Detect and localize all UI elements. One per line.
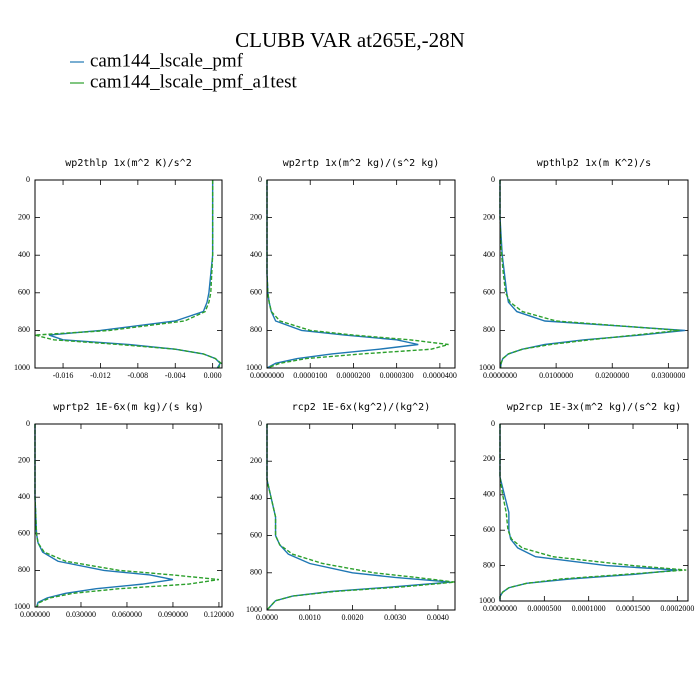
y-tick-label: 600	[18, 529, 30, 538]
x-tick-label: 0.0001500	[616, 604, 650, 613]
panel-title: rcp2 1E-6x(kg^2)/(kg^2)	[292, 402, 430, 413]
plot-frame	[266, 179, 456, 369]
x-tick-label: 0.0200000	[595, 371, 629, 380]
figure-title: CLUBB VAR at265E,-28N	[235, 28, 465, 52]
x-tick-label: 0.0000500	[527, 604, 561, 613]
y-tick-label: 600	[250, 288, 262, 297]
y-tick-label: 1000	[479, 363, 495, 372]
y-tick-label: 400	[483, 490, 495, 499]
x-tick-label: 0.0040	[427, 613, 449, 622]
x-tick-label: 0.0002000	[660, 604, 694, 613]
y-tick-label: 800	[18, 565, 30, 574]
x-tick-label: 0.0000000	[483, 604, 517, 613]
y-tick-label: 400	[483, 250, 495, 259]
y-tick-label: 800	[18, 325, 30, 334]
plot-frame	[34, 423, 223, 608]
y-tick-label: 800	[250, 568, 262, 577]
x-tick-label: 0.000000	[20, 610, 50, 619]
x-tick-label: -0.012	[90, 371, 111, 380]
x-tick-label: 0.0000400	[423, 371, 457, 380]
series-line	[499, 424, 687, 601]
y-tick-label: 200	[18, 212, 30, 221]
panel-title: wprtp2 1E-6x(m kg)/(s kg)	[53, 402, 204, 413]
x-tick-label: 0.030000	[66, 610, 96, 619]
x-tick-label: 0.0010	[299, 613, 321, 622]
y-tick-label: 0	[26, 175, 30, 184]
x-tick-label: 0.0100000	[539, 371, 573, 380]
x-tick-label: 0.0020	[341, 613, 363, 622]
panel-title: wp2rtp 1x(m^2 kg)/(s^2 kg)	[283, 158, 440, 169]
x-tick-label: 0.0000300	[380, 371, 414, 380]
y-tick-label: 600	[250, 530, 262, 539]
y-tick-label: 600	[483, 288, 495, 297]
x-tick-label: -0.008	[128, 371, 149, 380]
y-tick-label: 400	[250, 493, 262, 502]
y-tick-label: 200	[250, 456, 262, 465]
panel-title: wp2rcp 1E-3x(m^2 kg)/(s^2 kg)	[507, 402, 682, 413]
y-tick-label: 800	[483, 325, 495, 334]
y-tick-label: 0	[491, 419, 495, 428]
y-tick-label: 200	[483, 212, 495, 221]
x-tick-label: 0.0000000	[483, 371, 517, 380]
plot-frame	[34, 179, 223, 369]
y-tick-label: 800	[250, 325, 262, 334]
y-tick-label: 1000	[479, 596, 495, 605]
y-tick-label: 200	[18, 455, 30, 464]
y-tick-label: 1000	[14, 363, 30, 372]
panel-title: wpthlp2 1x(m K^2)/s	[537, 158, 651, 169]
x-tick-label: 0.120000	[204, 610, 234, 619]
x-tick-label: 0.0000	[256, 613, 278, 622]
x-tick-label: 0.0001000	[572, 604, 606, 613]
y-tick-label: 1000	[246, 605, 262, 614]
y-tick-label: 600	[483, 525, 495, 534]
x-tick-label: 0.060000	[112, 610, 142, 619]
y-tick-label: 1000	[14, 602, 30, 611]
plot-frame	[499, 179, 689, 369]
x-tick-label: -0.004	[165, 371, 186, 380]
x-tick-label: 0.0000100	[293, 371, 327, 380]
panel-title: wp2thlp 1x(m^2 K)/s^2	[65, 158, 191, 169]
y-tick-label: 400	[250, 250, 262, 259]
y-tick-label: 800	[483, 560, 495, 569]
x-tick-label: 0.000	[204, 371, 222, 380]
x-tick-label: -0.016	[53, 371, 74, 380]
y-tick-label: 200	[483, 454, 495, 463]
legend-label: cam144_lscale_pmf_a1test	[90, 71, 298, 92]
y-tick-label: 0	[258, 175, 262, 184]
x-tick-label: 0.0030	[384, 613, 406, 622]
x-tick-label: 0.0000200	[336, 371, 370, 380]
x-tick-label: 0.090000	[158, 610, 188, 619]
y-tick-label: 200	[250, 212, 262, 221]
y-tick-label: 400	[18, 492, 30, 501]
y-tick-label: 400	[18, 250, 30, 259]
y-tick-label: 600	[18, 288, 30, 297]
y-tick-label: 0	[26, 419, 30, 428]
x-tick-label: 0.0300000	[651, 371, 685, 380]
legend-label: cam144_lscale_pmf	[90, 50, 244, 71]
plot-frame	[266, 423, 456, 611]
series-line	[499, 180, 680, 369]
y-tick-label: 1000	[246, 363, 262, 372]
plot-frame	[499, 423, 689, 602]
y-tick-label: 0	[258, 419, 262, 428]
x-tick-label: 0.0000000	[250, 371, 284, 380]
y-tick-label: 0	[491, 175, 495, 184]
series-line	[34, 180, 222, 369]
